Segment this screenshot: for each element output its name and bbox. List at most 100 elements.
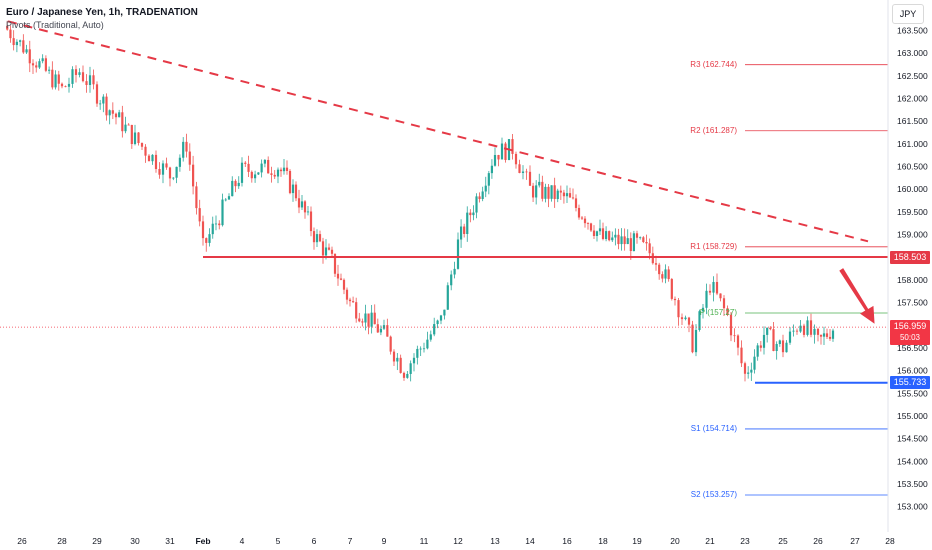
candle-body (469, 212, 472, 216)
candle-body (57, 74, 60, 84)
candle-body (736, 335, 740, 348)
candle-body (211, 223, 214, 235)
candle-body (722, 298, 726, 309)
candle-body (426, 339, 429, 349)
candle-body (240, 162, 244, 183)
price-tick-label: 156.000 (897, 366, 928, 376)
candle-body (819, 334, 823, 337)
price-tick-label: 159.500 (897, 207, 928, 217)
candle-body (345, 289, 349, 300)
price-tick-label: 160.000 (897, 184, 928, 194)
candle-body (443, 309, 446, 316)
candle-body (74, 69, 78, 75)
candle-body (185, 141, 188, 152)
candle-body (518, 164, 521, 173)
candle-body (589, 223, 593, 231)
candle-body (583, 218, 587, 224)
candle-body (285, 167, 289, 171)
candle-body (54, 74, 57, 88)
candle-body (137, 132, 140, 144)
candle-body (151, 154, 154, 162)
candle-body (639, 237, 642, 239)
candle-body (168, 167, 172, 179)
resistance-price-tag: 158.503 (890, 250, 930, 264)
candle-body (324, 247, 328, 256)
candle-body (64, 86, 67, 88)
support-price-tag: 155.733 (890, 376, 930, 390)
candle-body (439, 315, 443, 321)
candle-body (133, 132, 137, 145)
candle-body (44, 58, 47, 71)
candle-body (312, 231, 316, 243)
candle-body (487, 173, 490, 186)
time-tick-label: 11 (420, 536, 429, 546)
time-tick-label: 26 (813, 536, 823, 546)
horizontal-levels-group (203, 256, 888, 384)
symbol-title[interactable]: Euro / Japanese Yen, 1h, TRADENATION (6, 7, 198, 18)
candle-body (614, 234, 617, 238)
time-tick-label: 7 (348, 536, 353, 546)
candle-body (694, 329, 698, 353)
pivot-label-r2: R2 (161.287) (690, 125, 737, 135)
candle-body (422, 348, 426, 350)
candle-body (399, 357, 402, 373)
pivot-lines-group (745, 64, 888, 496)
candle-body (556, 190, 559, 199)
candle-body (559, 190, 562, 193)
candle-body (25, 49, 28, 53)
price-tick-label: 154.000 (897, 456, 928, 466)
candle-body (490, 165, 494, 174)
candle-body (81, 72, 85, 82)
candle-body (478, 196, 481, 200)
price-tick-label: 153.500 (897, 479, 928, 489)
candle-body (260, 163, 263, 173)
indicator-title[interactable]: Pivots (Traditional, Auto) (6, 20, 104, 30)
time-tick-label: 19 (632, 536, 642, 546)
candle-body (38, 61, 41, 68)
candle-body (147, 155, 151, 162)
candle-body (759, 345, 762, 348)
candle-body (620, 236, 623, 245)
candle-body (604, 231, 608, 240)
candle-body (562, 192, 566, 197)
candle-body (459, 226, 463, 240)
candle-body (419, 348, 422, 350)
time-tick-label: 14 (525, 536, 535, 546)
time-tick-label: 26 (17, 536, 27, 546)
current-price-value: 156.959 (893, 321, 927, 332)
candle-body (51, 69, 54, 88)
candle-body (253, 174, 257, 179)
candle-body (691, 324, 694, 353)
candle-body (813, 328, 816, 335)
candle-body (670, 279, 673, 299)
candle-body (336, 273, 340, 279)
candle-body (828, 336, 832, 339)
time-tick-label: 21 (705, 536, 715, 546)
candle-body (781, 340, 785, 353)
candle-body (687, 317, 691, 325)
candle-body (28, 49, 31, 64)
candle-body (192, 164, 195, 187)
time-tick-label: 31 (165, 536, 175, 546)
candle-body (178, 157, 181, 167)
candle-body (333, 253, 337, 274)
candle-body (85, 81, 88, 85)
candle-body (680, 317, 684, 320)
candle-body (664, 269, 667, 279)
candle-body (463, 226, 466, 235)
candle-body (453, 268, 456, 275)
currency-button[interactable]: JPY (892, 4, 924, 24)
candle-body (306, 211, 310, 213)
candle-body (635, 233, 639, 238)
candle-body (291, 184, 295, 194)
candle-body (294, 184, 298, 199)
candle-body (433, 324, 436, 335)
candle-body (99, 103, 102, 105)
candle-body (715, 281, 719, 294)
pivot-label-r1: R1 (158.729) (690, 241, 737, 251)
candle-body (623, 236, 626, 245)
time-tick-label: 18 (598, 536, 608, 546)
price-tick-label: 161.500 (897, 116, 928, 126)
time-tick-label: 27 (850, 536, 860, 546)
